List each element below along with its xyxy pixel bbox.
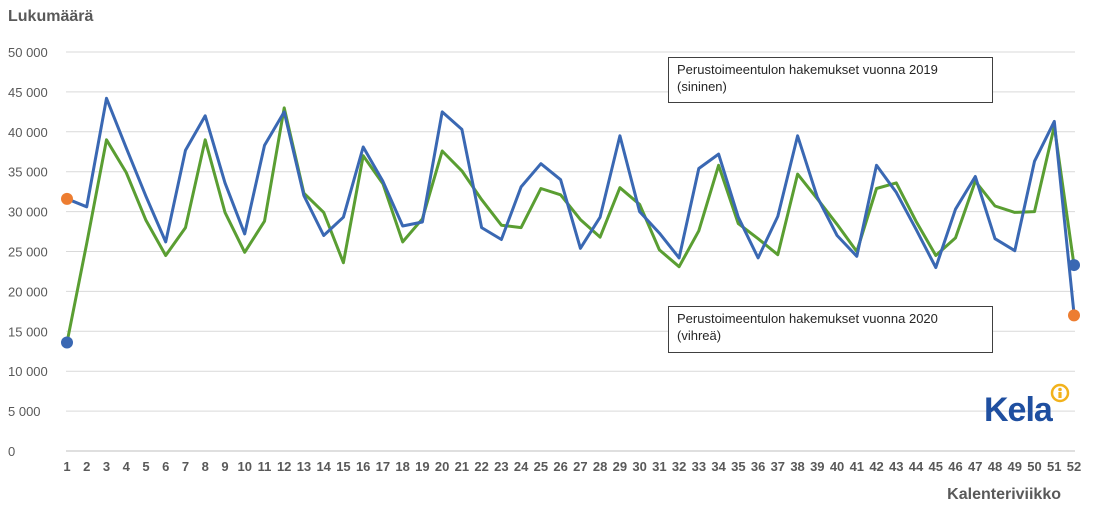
x-tick-label: 24 <box>514 459 529 474</box>
x-tick-label: 47 <box>968 459 982 474</box>
x-tick-label: 22 <box>474 459 488 474</box>
x-tick-label: 1 <box>63 459 70 474</box>
x-axis-label: Kalenteriviikko <box>947 486 1061 503</box>
x-tick-label: 18 <box>395 459 409 474</box>
endpoint-markers <box>61 192 1080 349</box>
y-tick-label: 15 000 <box>8 324 48 339</box>
annotation-2020-line2: (vihreä) <box>677 328 722 343</box>
endpoint-marker-blue <box>61 336 73 349</box>
x-tick-label: 19 <box>415 459 429 474</box>
x-tick-label: 7 <box>182 459 189 474</box>
gridlines <box>66 51 1075 452</box>
x-tick-label: 52 <box>1067 459 1081 474</box>
y-tick-label: 5 000 <box>8 404 41 419</box>
x-tick-label: 31 <box>652 459 666 474</box>
x-tick-label: 13 <box>297 459 311 474</box>
x-tick-label: 20 <box>435 459 449 474</box>
x-tick-label: 28 <box>593 459 607 474</box>
x-tick-label: 5 <box>142 459 149 474</box>
x-tick-label: 42 <box>869 459 883 474</box>
series-line-2020 <box>65 106 1076 344</box>
y-tick-label: 10 000 <box>8 364 48 379</box>
x-tick-label: 43 <box>889 459 903 474</box>
x-tick-label: 35 <box>731 459 745 474</box>
x-tick-label: 12 <box>277 459 291 474</box>
x-tick-label: 26 <box>553 459 567 474</box>
x-tick-label: 25 <box>534 459 548 474</box>
annotation-2019-line2: (sininen) <box>677 79 727 94</box>
y-tick-label: 0 <box>8 444 15 459</box>
y-tick-label: 50 000 <box>8 45 48 60</box>
kela-logo-text: Kela <box>984 391 1053 429</box>
y-tick-label: 20 000 <box>8 284 48 299</box>
x-tick-label: 50 <box>1027 459 1041 474</box>
x-tick-label: 36 <box>751 459 765 474</box>
y-tick-label: 35 000 <box>8 165 48 180</box>
x-tick-label: 15 <box>336 459 350 474</box>
annotation-2019: Perustoimeentulon hakemukset vuonna 2019… <box>668 57 993 103</box>
x-tick-label: 29 <box>613 459 627 474</box>
x-tick-label: 9 <box>221 459 228 474</box>
kela-logo: Kela <box>984 383 1074 433</box>
x-tick-label: 23 <box>494 459 508 474</box>
annotation-2020-line1: Perustoimeentulon hakemukset vuonna 2020 <box>677 311 938 326</box>
x-tick-label: 34 <box>711 459 726 474</box>
endpoint-marker-blue <box>1068 259 1080 272</box>
x-tick-label: 2 <box>83 459 90 474</box>
y-tick-label: 40 000 <box>8 125 48 140</box>
annotation-2019-line1: Perustoimeentulon hakemukset vuonna 2019 <box>677 62 938 77</box>
x-tick-label: 10 <box>237 459 251 474</box>
x-tick-label: 4 <box>123 459 131 474</box>
x-tick-labels: 1 2 3 4 5 6 7 8 9 10 11 12 13 14 15 16 17 18 19 20 21 22 23 24 2… <box>63 459 1081 474</box>
x-tick-label: 44 <box>909 459 924 474</box>
y-tick-labels: 50 000 45 000 40 000 35 000 30 000 25 000 20 0… <box>8 45 48 459</box>
x-tick-label: 14 <box>316 459 331 474</box>
x-tick-label: 33 <box>692 459 706 474</box>
x-tick-label: 46 <box>948 459 962 474</box>
x-tick-label: 51 <box>1047 459 1061 474</box>
x-tick-label: 6 <box>162 459 169 474</box>
x-tick-label: 27 <box>573 459 587 474</box>
x-tick-label: 21 <box>455 459 469 474</box>
x-tick-label: 8 <box>202 459 209 474</box>
y-tick-label: 25 000 <box>8 245 48 260</box>
x-tick-label: 32 <box>672 459 686 474</box>
x-tick-label: 41 <box>850 459 864 474</box>
y-tick-label: 45 000 <box>8 85 48 100</box>
x-tick-label: 16 <box>356 459 370 474</box>
kela-logo-icon <box>1050 383 1070 403</box>
x-tick-label: 39 <box>810 459 824 474</box>
x-tick-label: 48 <box>988 459 1002 474</box>
y-tick-label: 30 000 <box>8 205 48 220</box>
x-tick-label: 45 <box>929 459 943 474</box>
x-tick-label: 3 <box>103 459 110 474</box>
x-tick-label: 40 <box>830 459 844 474</box>
x-tick-label: 38 <box>790 459 804 474</box>
endpoint-marker-orange <box>61 192 73 205</box>
series-line-2019 <box>65 96 1076 316</box>
x-tick-label: 49 <box>1008 459 1022 474</box>
x-tick-label: 30 <box>632 459 646 474</box>
x-tick-label: 11 <box>258 459 272 474</box>
y-axis-label: Lukumäärä <box>8 8 94 25</box>
endpoint-marker-orange <box>1068 309 1080 322</box>
x-tick-label: 37 <box>771 459 785 474</box>
series-lines <box>65 96 1076 344</box>
x-tick-label: 17 <box>376 459 390 474</box>
annotation-2020: Perustoimeentulon hakemukset vuonna 2020… <box>668 306 993 353</box>
